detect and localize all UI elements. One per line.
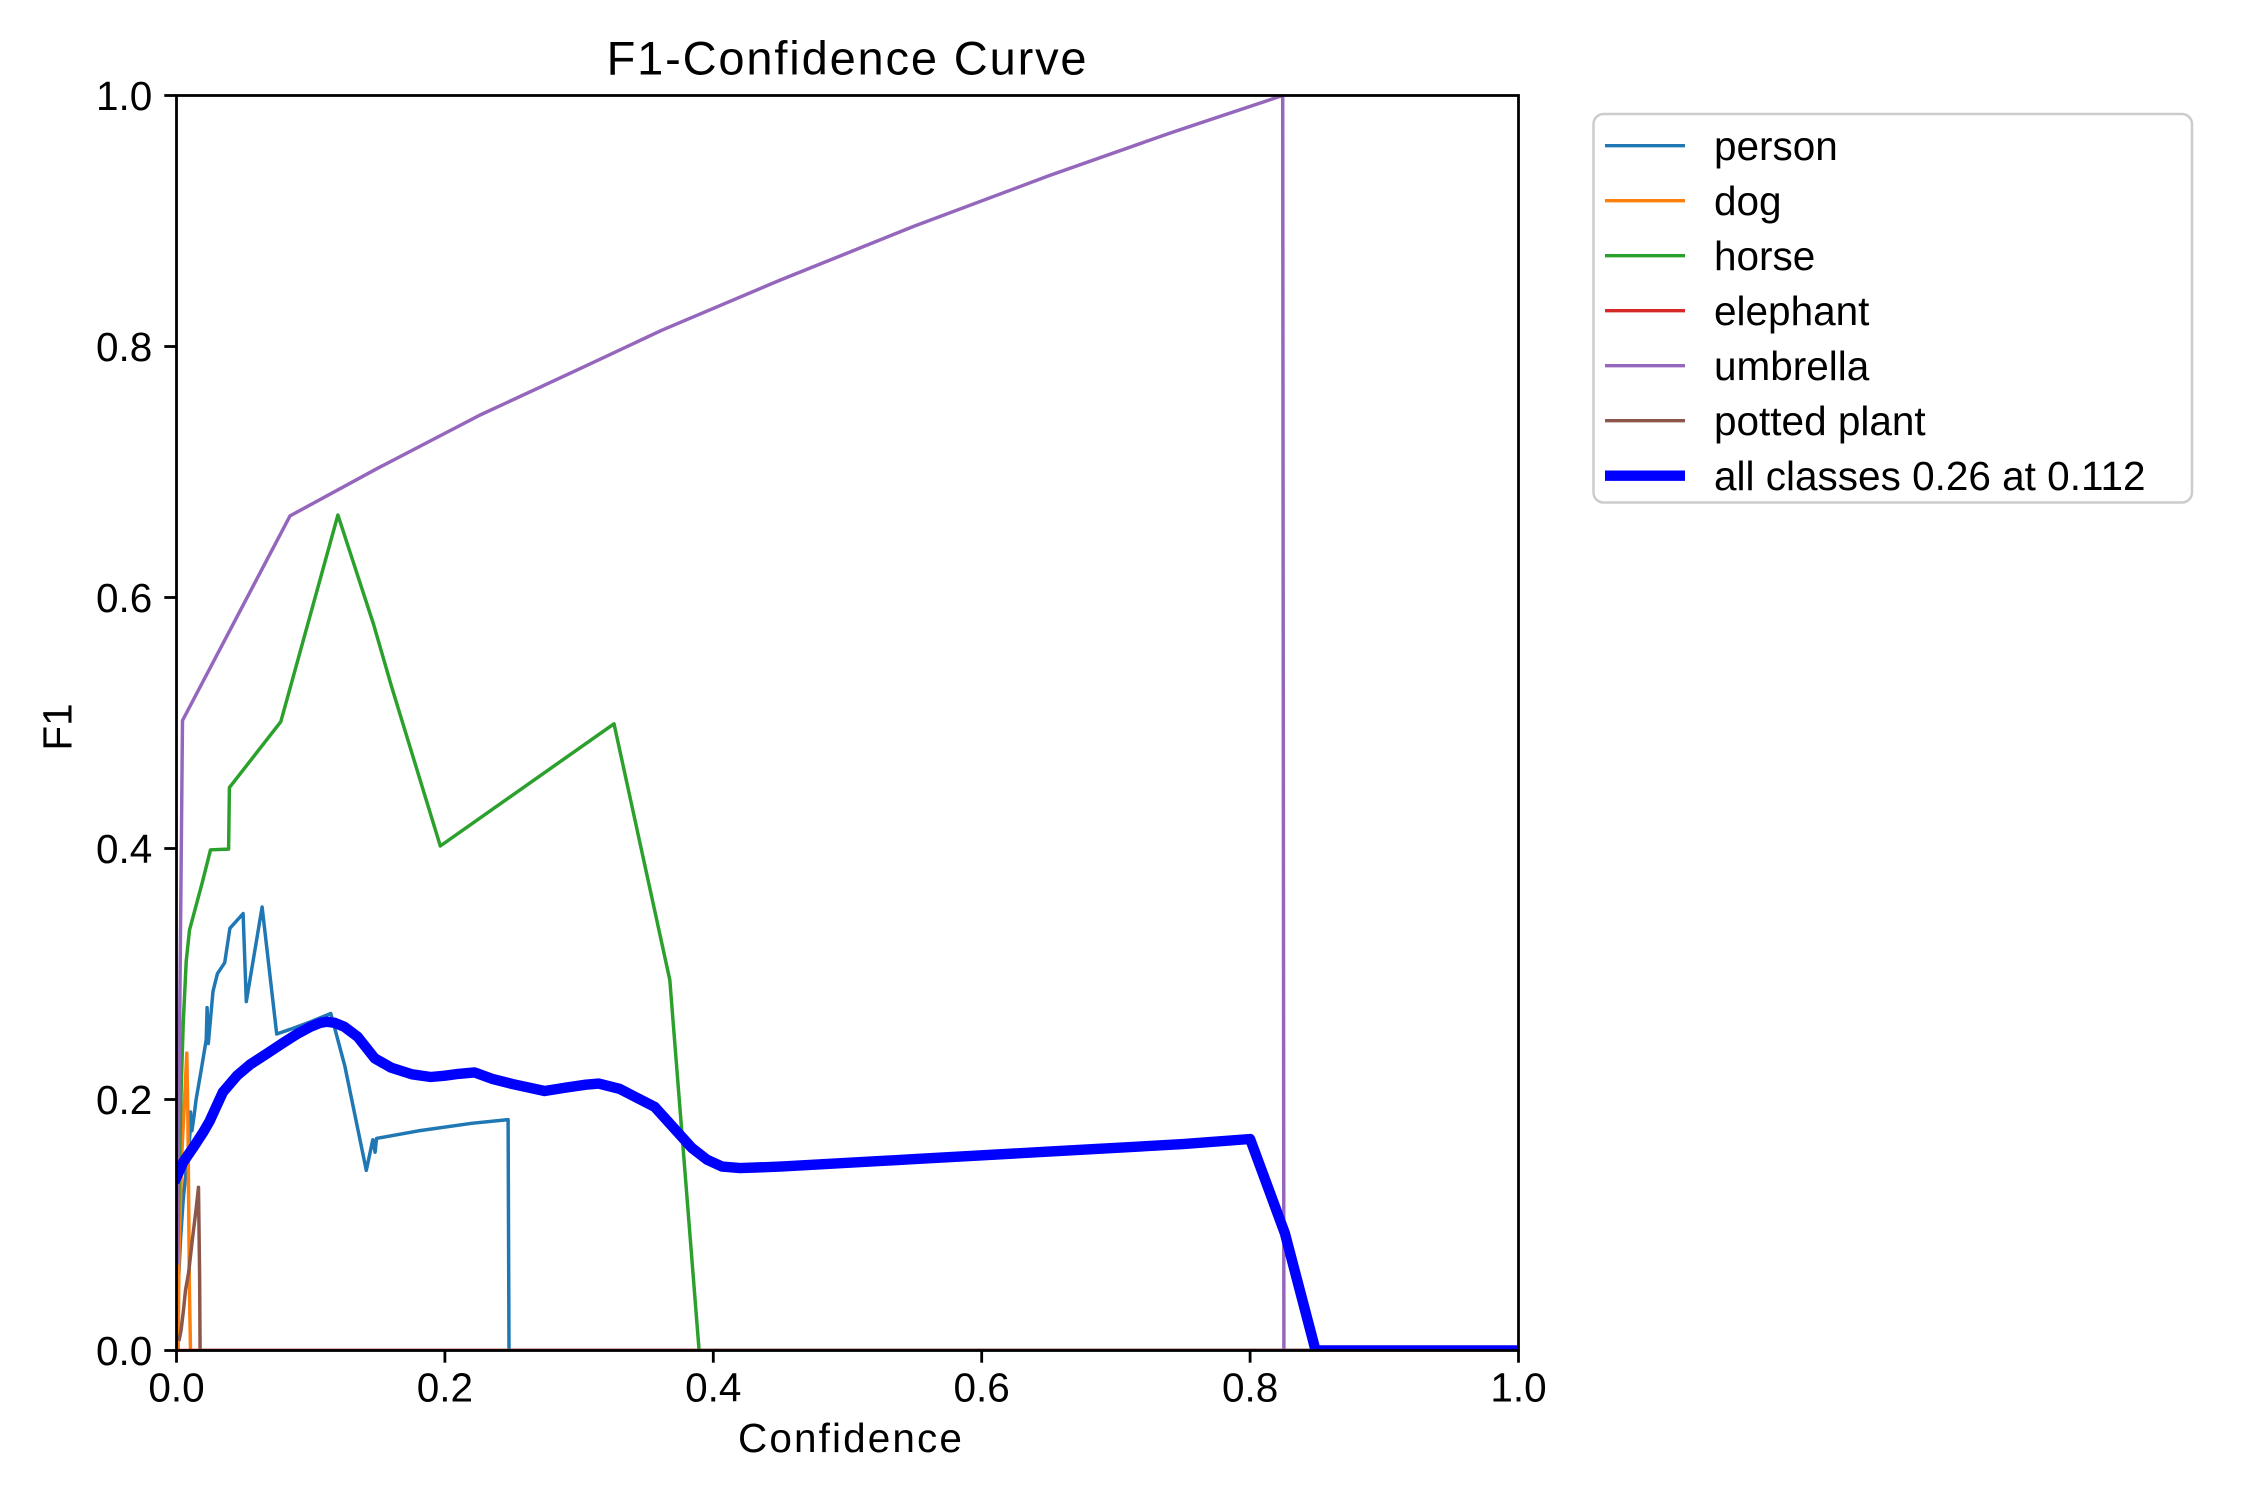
svg-text:0.2: 0.2	[96, 1077, 152, 1123]
svg-text:person: person	[1714, 123, 1838, 169]
svg-text:F1-Confidence Curve: F1-Confidence Curve	[607, 32, 1089, 85]
svg-text:0.0: 0.0	[148, 1365, 204, 1411]
svg-text:horse: horse	[1714, 233, 1815, 279]
svg-text:potted plant: potted plant	[1714, 398, 1926, 444]
svg-text:0.8: 0.8	[96, 324, 152, 370]
svg-text:Confidence: Confidence	[738, 1415, 964, 1461]
svg-text:0.2: 0.2	[417, 1365, 473, 1411]
svg-text:0.6: 0.6	[96, 575, 152, 621]
svg-text:1.0: 1.0	[1490, 1365, 1546, 1411]
svg-text:0.8: 0.8	[1222, 1365, 1278, 1411]
svg-text:0.4: 0.4	[685, 1365, 741, 1411]
svg-text:elephant: elephant	[1714, 288, 1869, 334]
svg-text:F1: F1	[35, 703, 81, 750]
svg-text:all classes 0.26 at 0.112: all classes 0.26 at 0.112	[1714, 453, 2146, 499]
svg-text:0.6: 0.6	[954, 1365, 1010, 1411]
svg-text:1.0: 1.0	[96, 73, 152, 119]
svg-text:0.0: 0.0	[96, 1328, 152, 1374]
svg-text:umbrella: umbrella	[1714, 343, 1870, 389]
svg-text:dog: dog	[1714, 178, 1782, 224]
svg-text:0.4: 0.4	[96, 826, 152, 872]
